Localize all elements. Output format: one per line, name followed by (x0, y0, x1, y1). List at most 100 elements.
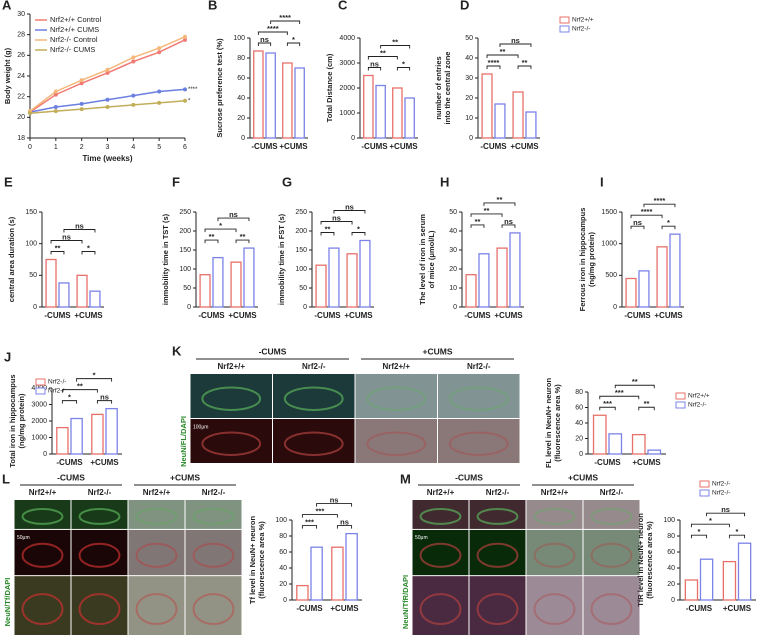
bar (199, 274, 211, 308)
significance-bracket (483, 202, 516, 206)
significance-bracket (599, 395, 640, 400)
bar (76, 274, 88, 308)
significance-bracket (301, 525, 318, 529)
point (183, 37, 187, 42)
micrograph-structure (476, 542, 519, 568)
micrograph-structure (476, 593, 519, 626)
significance: ** (380, 48, 386, 57)
micrograph-structure (21, 542, 64, 568)
y-tick-label: 40 (667, 565, 675, 572)
y-tick-label: 40 (449, 228, 457, 235)
bar (656, 246, 668, 308)
y-tick-label: 1500 (601, 209, 617, 216)
x-tick-label: -CUMS (44, 311, 71, 320)
stain-label: NeuN/FL/DAPI (179, 416, 188, 467)
y-axis-label: The level of iron in serum (418, 214, 427, 305)
y-tick-label: 200 (179, 228, 191, 235)
point (79, 107, 84, 112)
bar (45, 258, 57, 308)
point (157, 46, 162, 51)
y-axis-label: Ferrous iron in hippocampus (578, 208, 587, 312)
x-tick-label: +CUMS (494, 311, 523, 320)
bar (315, 264, 327, 308)
y-tick-label: 40 (237, 95, 245, 102)
bar (346, 253, 358, 308)
bar (392, 87, 403, 139)
y-tick-label: 500 (605, 272, 617, 279)
significance: ** (209, 232, 215, 241)
point (157, 100, 162, 105)
micrograph (355, 419, 437, 463)
significance-bracket (728, 534, 746, 539)
point (105, 105, 110, 109)
genotype-label: Nrf2+/+ (382, 362, 410, 371)
significance: **** (488, 58, 500, 67)
legend-swatch (35, 387, 46, 395)
micrograph-structure (201, 386, 262, 411)
bar (243, 247, 255, 308)
stain-label: NeuN/TfR/DAPI (401, 575, 410, 629)
x-tick-label: +CUMS (344, 311, 373, 320)
significance: *** (305, 518, 314, 527)
bar (478, 253, 490, 308)
significance: ** (500, 47, 506, 56)
significance-bracket (599, 406, 616, 411)
bar (310, 546, 323, 601)
y-tick-label: 0 (453, 304, 457, 311)
significance-bracket (614, 384, 655, 389)
significance: ns (332, 213, 341, 222)
significance-bracket (486, 65, 501, 69)
genotype-label: Nrf2+/+ (29, 488, 57, 497)
group-label: -CUMS (259, 346, 287, 356)
micrograph (526, 529, 583, 576)
micrograph-structure (135, 542, 178, 568)
significance: * (667, 218, 670, 227)
significance-bracket (499, 43, 532, 47)
significance-bracket (486, 54, 519, 58)
x-tick-label: -CUMS (296, 604, 323, 613)
bar (56, 426, 69, 455)
micrograph (185, 529, 242, 576)
bar (345, 532, 358, 601)
micrograph-structure (135, 507, 178, 525)
significance: ns (370, 59, 379, 68)
x-tick-label: -CUMS (594, 458, 621, 467)
micrograph-structure (590, 542, 633, 568)
micrograph-structure (366, 431, 427, 456)
significance-bracket (690, 534, 708, 539)
micrograph-structure (448, 431, 509, 456)
significance-bracket (661, 225, 676, 230)
x-tick-label: -CUMS (56, 458, 83, 467)
genotype-label: Nrf2+/+ (427, 488, 455, 497)
group-label: +CUMS (423, 346, 453, 356)
genotype-label: Nrf2+/+ (541, 488, 569, 497)
y-tick-label: 40 (575, 420, 583, 427)
significance: **** (267, 24, 279, 33)
significance-bracket (706, 512, 746, 517)
y-tick-label: 0 (303, 304, 307, 311)
significance: ns (62, 232, 71, 241)
point (53, 109, 58, 114)
micrograph-structure (590, 507, 633, 525)
significance-bracket (630, 225, 645, 230)
micrograph-structure (533, 593, 576, 626)
legend-swatch (559, 16, 570, 24)
micrograph-structure (419, 507, 462, 525)
micrograph-structure (78, 542, 121, 568)
significance-bracket (81, 251, 96, 255)
significance-bracket (396, 67, 411, 71)
x-tick-label: +CUMS (279, 142, 308, 151)
micrograph-structure (419, 542, 462, 568)
significance: * (357, 224, 360, 233)
y-tick-label: 1000 (601, 241, 617, 248)
panel-letter: A (2, 0, 12, 12)
micrograph-structure (78, 507, 121, 525)
y-tick-label: 60 (279, 549, 287, 556)
x-tick-label: +CUMS (228, 311, 257, 320)
bar (638, 270, 650, 308)
y-tick-label: 20 (17, 114, 25, 121)
significance: * (292, 35, 295, 44)
significance-bracket (257, 42, 272, 46)
x-tick-label: +CUMS (389, 142, 418, 151)
bar (296, 584, 309, 601)
